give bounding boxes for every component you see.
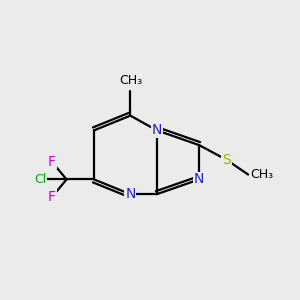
Text: Cl: Cl <box>34 173 46 186</box>
Text: F: F <box>48 155 56 169</box>
Text: N: N <box>125 187 136 201</box>
Text: F: F <box>48 190 56 204</box>
Text: S: S <box>222 153 231 167</box>
Text: CH₃: CH₃ <box>119 74 142 87</box>
Text: N: N <box>152 123 162 137</box>
Text: N: N <box>194 172 204 186</box>
Text: CH₃: CH₃ <box>250 168 273 181</box>
